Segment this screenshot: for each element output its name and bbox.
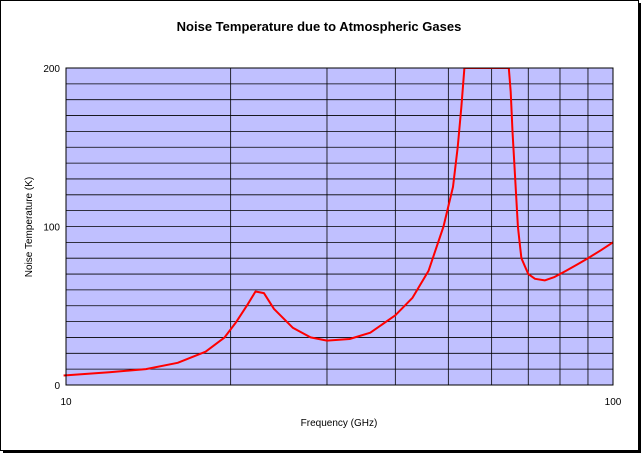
x-tick-label: 10 xyxy=(60,397,72,408)
y-tick-label: 0 xyxy=(54,381,60,392)
x-tick-label: 100 xyxy=(605,397,622,408)
chart-title: Noise Temperature due to Atmospheric Gas… xyxy=(177,19,462,34)
y-tick-label: 100 xyxy=(43,223,60,234)
noise-temperature-line xyxy=(63,68,613,377)
plot-border xyxy=(65,67,614,386)
tick-labels: 0 100 200 10 100 xyxy=(43,64,621,408)
x-axis-label: Frequency (GHz) xyxy=(301,418,378,429)
y-tick-label: 200 xyxy=(43,64,60,75)
y-axis-label: Noise Temperature (K) xyxy=(24,177,35,277)
grid-lines xyxy=(66,68,613,385)
